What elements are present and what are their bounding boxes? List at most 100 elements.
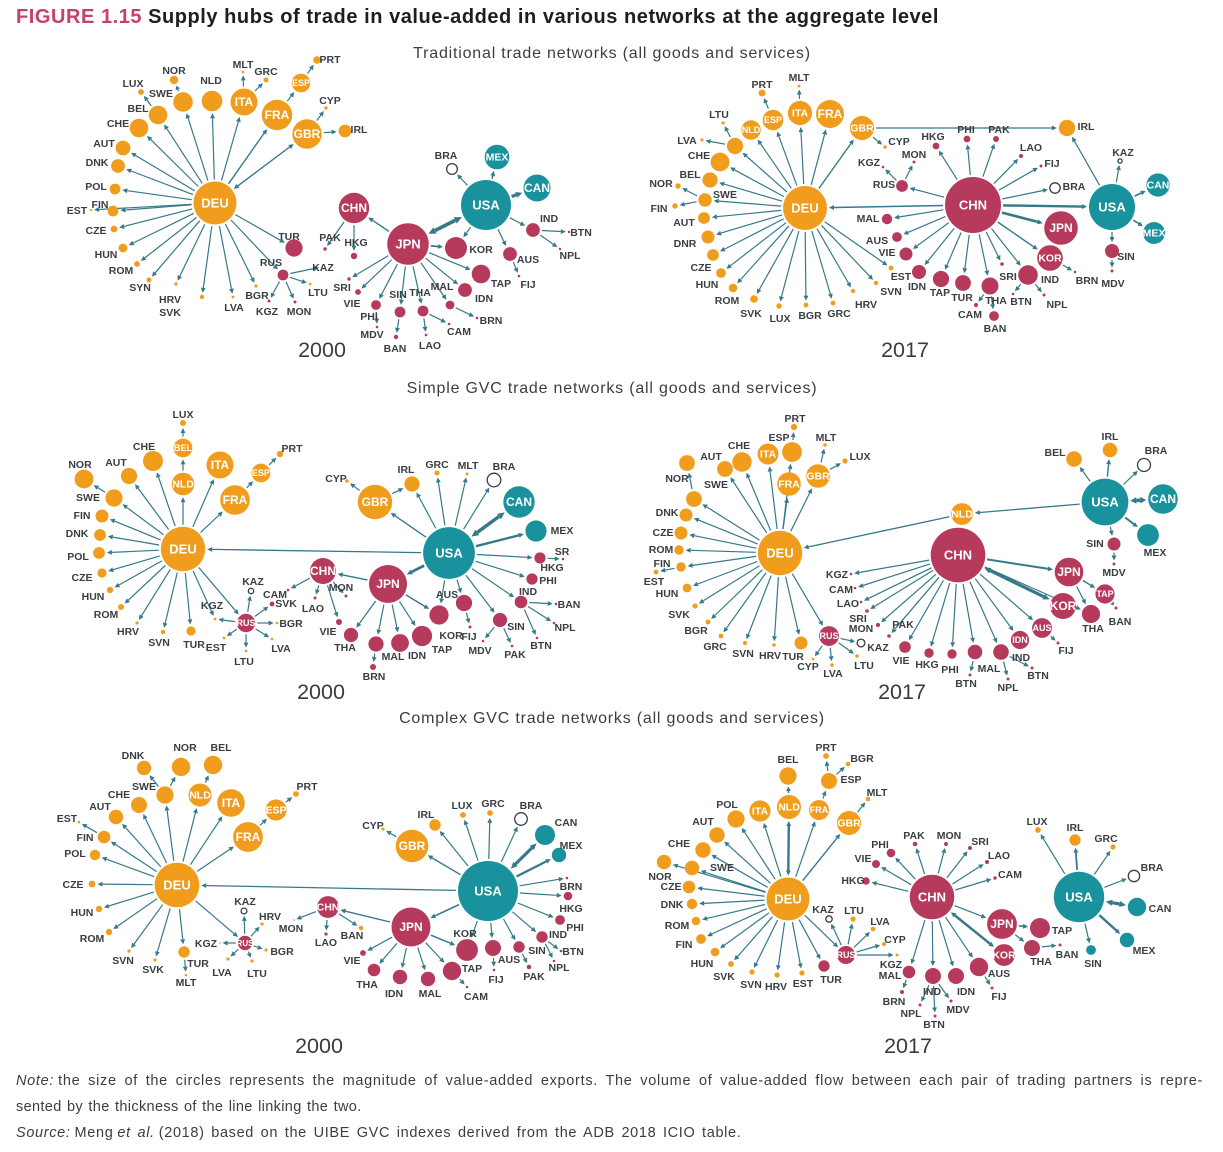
svg-text:MLT: MLT [816,432,837,444]
svg-text:POL: POL [64,848,86,860]
svg-text:BRN: BRN [1076,275,1099,287]
svg-text:IND: IND [1041,274,1060,286]
svg-text:CHN: CHN [944,548,972,563]
svg-text:LVA: LVA [224,302,244,314]
svg-text:SVK: SVK [740,308,762,320]
svg-text:NOR: NOR [68,459,92,471]
svg-text:DNK: DNK [122,750,145,762]
svg-text:CHN: CHN [959,198,987,213]
svg-text:ROM: ROM [715,295,740,307]
svg-text:AUS: AUS [988,968,1010,980]
svg-text:CHE: CHE [688,150,710,162]
svg-text:HKG: HKG [841,875,864,887]
svg-text:KGZ: KGZ [201,600,224,612]
svg-text:PAK: PAK [903,830,925,842]
svg-text:IDN: IDN [908,281,926,293]
svg-text:KAZ: KAZ [812,904,834,916]
svg-text:KGZ: KGZ [256,306,279,318]
svg-text:BAN: BAN [1056,949,1079,961]
svg-text:Simple GVC trade networks (all: Simple GVC trade networks (all goods and… [407,380,818,397]
svg-text:CHE: CHE [108,789,130,801]
svg-text:VIE: VIE [855,853,872,865]
svg-text:DNK: DNK [661,899,684,911]
svg-text:FRA: FRA [818,107,843,121]
svg-text:FIN: FIN [676,939,693,951]
svg-text:GRC: GRC [254,66,278,78]
svg-text:KGZ: KGZ [826,569,849,581]
svg-text:PHI: PHI [871,839,889,851]
svg-text:PRT: PRT [282,443,304,455]
svg-text:FRA: FRA [265,108,290,122]
svg-text:GBR: GBR [850,123,874,135]
svg-text:EST: EST [206,642,227,654]
svg-text:TAP: TAP [462,963,482,975]
svg-text:BEL: BEL [211,742,233,754]
svg-text:BGR: BGR [245,290,269,302]
svg-text:PAK: PAK [523,971,545,983]
svg-text:NLD: NLD [742,125,761,135]
svg-text:USA: USA [1065,890,1093,905]
svg-text:sented by the thickness of the: sented by the thickness of the line link… [16,1099,362,1115]
svg-text:LAO: LAO [837,598,859,610]
svg-text:HKG: HKG [915,659,938,671]
svg-text:2000: 2000 [295,1034,343,1058]
svg-text:MDV: MDV [360,329,383,341]
svg-text:CYP: CYP [319,95,341,107]
svg-text:KOR: KOR [1050,599,1077,613]
svg-text:BTN: BTN [530,640,552,652]
svg-text:AUS: AUS [498,954,520,966]
svg-text:PHI: PHI [941,664,959,676]
svg-text:HKG: HKG [540,562,563,574]
svg-text:NPL: NPL [1047,299,1069,311]
svg-text:MAL: MAL [857,213,880,225]
svg-text:MDV: MDV [468,645,491,657]
svg-text:BRA: BRA [520,800,543,812]
svg-text:ITA: ITA [211,458,230,472]
svg-text:Complex GVC trade networks (al: Complex GVC trade networks (all goods an… [399,710,825,727]
svg-text:SIN: SIN [1117,251,1135,263]
svg-text:CYP: CYP [797,661,819,673]
svg-text:PHI: PHI [566,922,584,934]
svg-text:SVN: SVN [740,979,762,991]
svg-text:NOR: NOR [162,65,186,77]
svg-text:AUS: AUS [436,589,458,601]
svg-text:CHE: CHE [668,838,690,850]
svg-text:CAM: CAM [958,309,982,321]
svg-text:MEX: MEX [1133,945,1156,957]
svg-text:BRA: BRA [1141,862,1164,874]
svg-text:PHI: PHI [360,311,378,323]
svg-text:PRT: PRT [297,781,319,793]
svg-text:CAM: CAM [998,869,1022,881]
svg-text:CHN: CHN [918,890,946,905]
svg-text:SVK: SVK [275,598,297,610]
svg-text:BGR: BGR [798,310,822,322]
svg-text:CHN: CHN [317,902,340,914]
svg-text:LVA: LVA [870,916,890,928]
svg-text:SIN: SIN [507,621,525,633]
svg-text:BAN: BAN [1109,616,1132,628]
svg-text:LTU: LTU [234,656,254,668]
svg-text:FIJ: FIJ [520,279,535,291]
svg-text:KAZ: KAZ [242,576,264,588]
svg-text:HUN: HUN [71,907,94,919]
svg-text:DEU: DEU [774,892,801,907]
svg-text:DEU: DEU [791,201,818,216]
svg-text:KAZ: KAZ [1112,147,1134,159]
svg-text:HUN: HUN [696,279,719,291]
svg-text:MON: MON [329,582,354,594]
svg-text:LUX: LUX [1027,816,1048,828]
svg-text:FIN: FIN [654,558,671,570]
svg-text:BRN: BRN [883,996,906,1008]
svg-text:HRV: HRV [117,626,139,638]
svg-text:NPL: NPL [560,250,582,262]
svg-text:BEL: BEL [174,443,193,453]
svg-text:KAZ: KAZ [312,262,334,274]
svg-text:CAM: CAM [464,991,488,1003]
svg-text:KGZ: KGZ [858,157,881,169]
svg-text:BRN: BRN [480,315,503,327]
svg-text:HRV: HRV [159,294,181,306]
svg-text:HUN: HUN [82,591,105,603]
svg-text:NPL: NPL [901,1008,923,1020]
svg-text:CZE: CZE [661,881,682,893]
svg-text:VIE: VIE [344,955,361,967]
